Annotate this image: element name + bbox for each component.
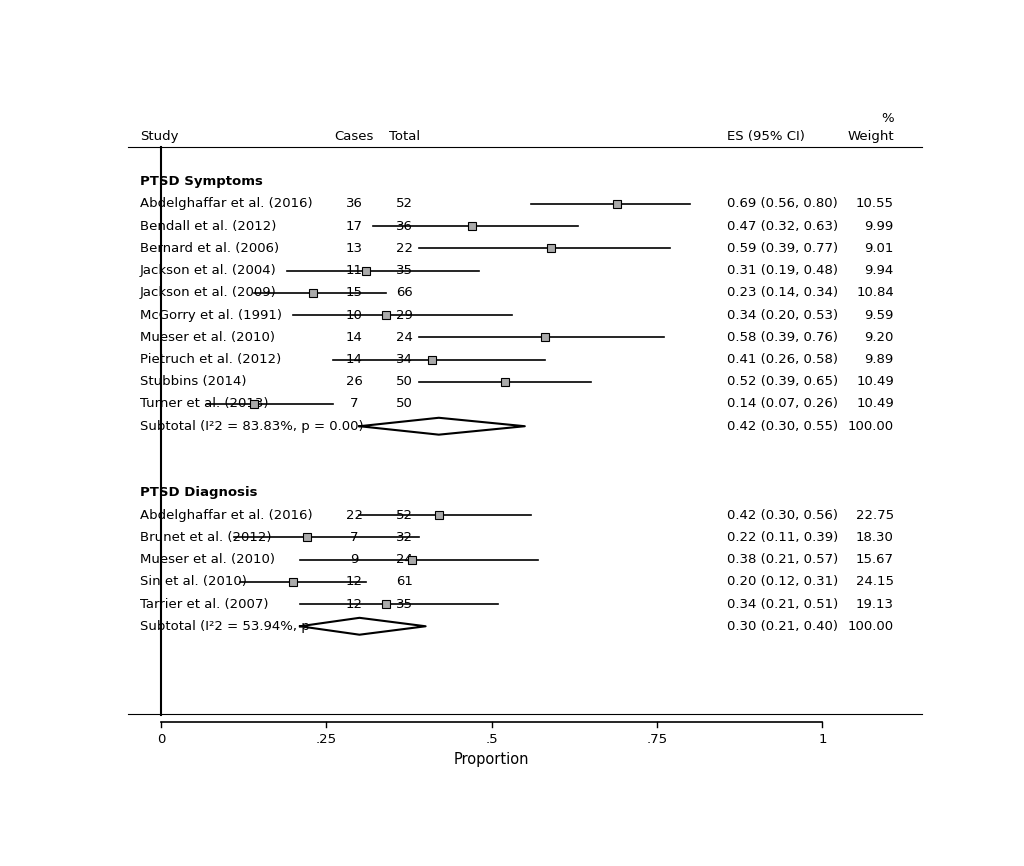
Polygon shape [300, 617, 426, 635]
Text: 0.34 (0.21, 0.51): 0.34 (0.21, 0.51) [727, 598, 839, 611]
Text: 35: 35 [395, 598, 413, 611]
Text: 66: 66 [396, 287, 413, 300]
Text: 0.69 (0.56, 0.80): 0.69 (0.56, 0.80) [727, 197, 838, 210]
Text: 0.42 (0.30, 0.55): 0.42 (0.30, 0.55) [727, 420, 839, 433]
Text: 52: 52 [395, 197, 413, 210]
Text: Tarrier et al. (2007): Tarrier et al. (2007) [140, 598, 268, 611]
Text: 22.75: 22.75 [856, 508, 894, 521]
Polygon shape [359, 417, 525, 435]
Text: 0.23 (0.14, 0.34): 0.23 (0.14, 0.34) [727, 287, 839, 300]
Text: 1: 1 [818, 733, 826, 746]
Text: 0.30 (0.21, 0.40): 0.30 (0.21, 0.40) [727, 620, 839, 633]
Text: 100.00: 100.00 [848, 620, 894, 633]
Text: 17: 17 [346, 220, 362, 233]
Text: 15: 15 [346, 287, 362, 300]
Text: .75: .75 [646, 733, 668, 746]
Text: 10.49: 10.49 [856, 397, 894, 410]
Text: 12: 12 [346, 598, 362, 611]
Text: Abdelghaffar et al. (2016): Abdelghaffar et al. (2016) [140, 508, 312, 521]
Text: .25: .25 [315, 733, 337, 746]
Text: 22: 22 [395, 242, 413, 255]
Text: McGorry et al. (1991): McGorry et al. (1991) [140, 308, 282, 321]
Text: 0.31 (0.19, 0.48): 0.31 (0.19, 0.48) [727, 264, 839, 277]
Text: Abdelghaffar et al. (2016): Abdelghaffar et al. (2016) [140, 197, 312, 210]
Text: Pietruch et al. (2012): Pietruch et al. (2012) [140, 353, 282, 366]
Text: Mueser et al. (2010): Mueser et al. (2010) [140, 331, 274, 344]
Text: 19.13: 19.13 [856, 598, 894, 611]
Text: 36: 36 [346, 197, 362, 210]
Text: 11: 11 [346, 264, 362, 277]
Text: 9.94: 9.94 [864, 264, 894, 277]
Text: 9.89: 9.89 [864, 353, 894, 366]
Text: 0.52 (0.39, 0.65): 0.52 (0.39, 0.65) [727, 375, 839, 388]
Text: Jackson et al. (2009): Jackson et al. (2009) [140, 287, 276, 300]
Text: 7: 7 [350, 531, 358, 544]
Text: Bendall et al. (2012): Bendall et al. (2012) [140, 220, 276, 233]
Text: 0.34 (0.20, 0.53): 0.34 (0.20, 0.53) [727, 308, 839, 321]
Text: 26: 26 [346, 375, 362, 388]
Text: 0.47 (0.32, 0.63): 0.47 (0.32, 0.63) [727, 220, 839, 233]
Text: 50: 50 [395, 375, 413, 388]
Text: 10: 10 [346, 308, 362, 321]
Text: Jackson et al. (2004): Jackson et al. (2004) [140, 264, 276, 277]
Text: PTSD Diagnosis: PTSD Diagnosis [140, 487, 257, 500]
Text: Brunet et al. (2012): Brunet et al. (2012) [140, 531, 271, 544]
Text: Study: Study [140, 130, 178, 143]
Text: Stubbins (2014): Stubbins (2014) [140, 375, 247, 388]
Text: 18.30: 18.30 [856, 531, 894, 544]
Text: .5: .5 [485, 733, 498, 746]
Text: 10.84: 10.84 [856, 287, 894, 300]
Text: 13: 13 [346, 242, 362, 255]
Text: 24.15: 24.15 [856, 575, 894, 588]
Text: 32: 32 [395, 531, 413, 544]
Text: Subtotal (I²2 = 53.94%, p = 0.07): Subtotal (I²2 = 53.94%, p = 0.07) [140, 620, 364, 633]
Text: 0.42 (0.30, 0.56): 0.42 (0.30, 0.56) [727, 508, 839, 521]
Text: 0: 0 [157, 733, 165, 746]
Text: 9.99: 9.99 [864, 220, 894, 233]
Text: 0.41 (0.26, 0.58): 0.41 (0.26, 0.58) [727, 353, 839, 366]
Text: Total: Total [389, 130, 420, 143]
Text: Proportion: Proportion [454, 752, 529, 767]
Text: 0.22 (0.11, 0.39): 0.22 (0.11, 0.39) [727, 531, 839, 544]
Text: 22: 22 [346, 508, 362, 521]
Text: 0.14 (0.07, 0.26): 0.14 (0.07, 0.26) [727, 397, 839, 410]
Text: 29: 29 [395, 308, 413, 321]
Text: 0.20 (0.12, 0.31): 0.20 (0.12, 0.31) [727, 575, 839, 588]
Text: 15.67: 15.67 [856, 553, 894, 566]
Text: Mueser et al. (2010): Mueser et al. (2010) [140, 553, 274, 566]
Text: 50: 50 [395, 397, 413, 410]
Text: Sin et al. (2010): Sin et al. (2010) [140, 575, 247, 588]
Text: 14: 14 [346, 331, 362, 344]
Text: 12: 12 [346, 575, 362, 588]
Text: 10.49: 10.49 [856, 375, 894, 388]
Text: 9.20: 9.20 [864, 331, 894, 344]
Text: 0.38 (0.21, 0.57): 0.38 (0.21, 0.57) [727, 553, 839, 566]
Text: Turner et al. (2013): Turner et al. (2013) [140, 397, 268, 410]
Text: 34: 34 [395, 353, 413, 366]
Text: 9.59: 9.59 [864, 308, 894, 321]
Text: Weight: Weight [847, 130, 894, 143]
Text: ES (95% CI): ES (95% CI) [727, 130, 805, 143]
Text: 9.01: 9.01 [864, 242, 894, 255]
Text: 9: 9 [350, 553, 358, 566]
Text: 52: 52 [395, 508, 413, 521]
Text: 36: 36 [395, 220, 413, 233]
Text: 24: 24 [395, 331, 413, 344]
Text: Bernard et al. (2006): Bernard et al. (2006) [140, 242, 279, 255]
Text: 7: 7 [350, 397, 358, 410]
Text: %: % [882, 112, 894, 125]
Text: Subtotal (I²2 = 83.83%, p = 0.00): Subtotal (I²2 = 83.83%, p = 0.00) [140, 420, 364, 433]
Text: 0.58 (0.39, 0.76): 0.58 (0.39, 0.76) [727, 331, 839, 344]
Text: PTSD Symptoms: PTSD Symptoms [140, 175, 263, 188]
Text: 35: 35 [395, 264, 413, 277]
Text: 100.00: 100.00 [848, 420, 894, 433]
Text: 0.59 (0.39, 0.77): 0.59 (0.39, 0.77) [727, 242, 839, 255]
Text: 14: 14 [346, 353, 362, 366]
Text: Cases: Cases [335, 130, 374, 143]
Text: 24: 24 [395, 553, 413, 566]
Text: 10.55: 10.55 [856, 197, 894, 210]
Text: 61: 61 [395, 575, 413, 588]
